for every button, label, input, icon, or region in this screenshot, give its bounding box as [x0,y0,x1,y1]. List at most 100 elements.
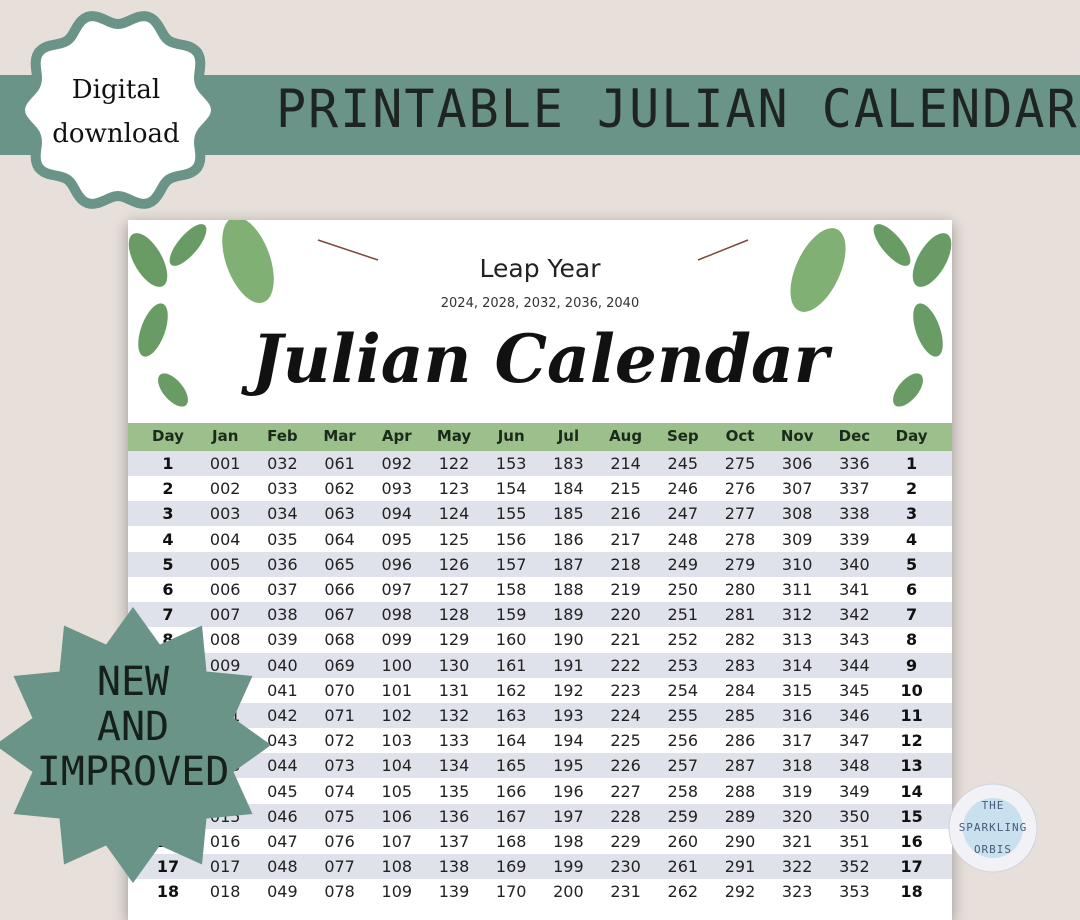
day-cell: 4 [906,529,918,549]
julian-day-cell: 248 [667,529,699,549]
julian-day-cell: 107 [381,832,413,851]
table-header [128,423,952,451]
julian-day-cell: 167 [495,806,527,826]
julian-day-cell: 041 [267,680,298,700]
julian-day-cell: 214 [610,454,641,473]
day-cell: 1 [162,454,174,473]
julian-day-cell: 215 [610,479,641,499]
julian-day-cell: 046 [267,806,298,826]
julian-day-cell: 153 [495,454,527,473]
julian-day-cell: 276 [724,479,756,499]
day-cell: 8 [162,630,174,650]
day-cell: 12 [900,731,923,751]
julian-day-cell: 070 [324,680,355,700]
julian-day-cell: 224 [610,706,641,725]
julian-day-cell: 339 [839,529,870,549]
julian-day-cell: 196 [553,781,584,801]
julian-day-cell: 281 [724,605,756,625]
logo-line: ORBIS [973,843,1013,856]
julian-day-cell: 108 [381,857,413,877]
julian-day-cell: 195 [553,756,584,776]
day-cell: 4 [162,529,174,549]
julian-day-cell: 321 [781,832,813,851]
julian-day-cell: 005 [209,554,241,574]
julian-day-cell: 101 [381,680,413,700]
julian-day-cell: 137 [438,832,470,851]
day-cell: 7 [162,605,174,625]
julian-day-cell: 322 [781,857,813,877]
julian-day-cell: 040 [267,655,298,675]
julian-day-cell: 258 [667,781,699,801]
julian-day-cell: 016 [209,832,241,851]
julian-day-cell: 061 [324,454,355,473]
julian-day-cell: 259 [667,806,699,826]
day-cell: 6 [906,580,918,599]
julian-day-cell: 003 [209,504,241,524]
julian-day-cell: 187 [553,554,584,574]
julian-day-cell: 306 [781,454,813,473]
julian-day-cell: 109 [381,882,413,902]
julian-day-cell: 105 [381,781,413,801]
leaf-decoration [128,220,952,407]
day-cell: 17 [900,857,923,877]
badge-text: Digital download [30,68,202,156]
julian-day-cell: 312 [781,605,813,625]
day-cell: 10 [900,680,923,700]
julian-day-cell: 227 [610,781,641,801]
julian-day-cell: 200 [553,882,584,902]
julian-day-cell: 166 [495,781,527,801]
julian-day-cell: 230 [610,857,641,877]
julian-day-cell: 262 [667,882,699,902]
julian-day-cell: 068 [324,630,355,650]
column-header: Day [152,427,184,445]
julian-day-cell: 344 [839,655,870,675]
julian-day-cell: 066 [324,580,355,599]
julian-day-cell: 073 [324,756,355,776]
day-cell: 14 [900,781,923,801]
julian-day-cell: 315 [781,680,813,700]
julian-day-cell: 217 [610,529,641,549]
column-header: Jun [497,427,525,445]
julian-day-cell: 094 [381,504,413,524]
sticker-shape [0,607,270,883]
julian-day-cell: 036 [267,554,298,574]
julian-day-cell: 286 [724,731,756,751]
julian-day-cell: 007 [209,605,241,625]
day-cell: 3 [162,504,174,524]
julian-day-cell: 341 [839,580,870,599]
julian-day-cell: 169 [495,857,527,877]
column-header: May [436,427,472,445]
column-header: Jul [557,427,580,445]
julian-day-cell: 139 [438,882,470,902]
julian-day-cell: 103 [381,731,413,751]
julian-day-cell: 002 [209,479,241,499]
julian-day-cell: 042 [267,706,298,725]
julian-day-cell: 162 [495,680,527,700]
julian-day-cell: 185 [553,504,584,524]
julian-day-cell: 009 [209,655,241,675]
julian-day-cell: 291 [724,857,756,877]
julian-day-cell: 319 [781,781,813,801]
julian-day-cell: 037 [267,580,298,599]
julian-day-cell: 260 [667,832,699,851]
day-cell: 3 [906,504,918,524]
julian-day-cell: 255 [667,706,699,725]
julian-day-cell: 193 [553,706,584,725]
julian-day-cell: 307 [781,479,813,499]
julian-day-cell: 346 [839,706,870,725]
julian-day-cell: 161 [495,655,527,675]
julian-day-cell: 318 [781,756,813,776]
julian-day-cell: 039 [267,630,298,650]
julian-day-cell: 279 [724,554,756,574]
julian-day-cell: 124 [438,504,470,524]
julian-day-cell: 257 [667,756,699,776]
julian-day-cell: 317 [781,731,813,751]
julian-day-cell: 129 [438,630,470,650]
column-header: Feb [267,427,298,445]
julian-day-cell: 032 [267,454,298,473]
logo-line: THE [981,799,1005,812]
julian-day-cell: 097 [381,580,413,599]
julian-day-cell: 064 [324,529,355,549]
julian-day-cell: 168 [495,832,527,851]
julian-day-cell: 290 [724,832,756,851]
